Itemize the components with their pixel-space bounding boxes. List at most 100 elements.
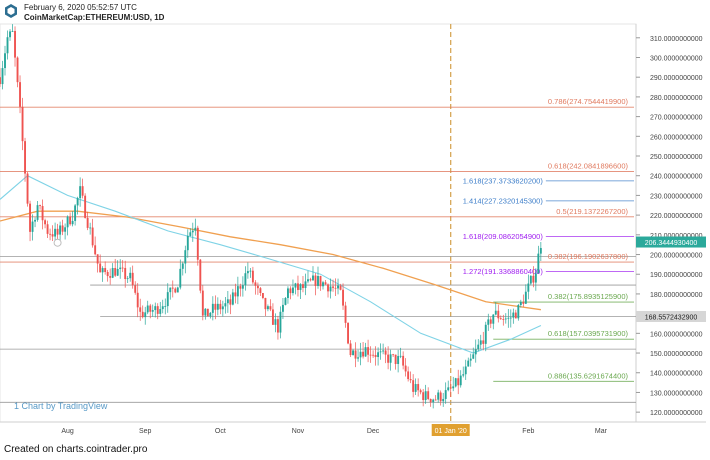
candle-body: [434, 399, 437, 401]
y-tick-label: 240.0000000000: [650, 174, 703, 181]
candle-body: [121, 267, 124, 269]
candle-body: [46, 224, 49, 234]
price-chart[interactable]: 120.0000000000 130.0000000000 140.00000000…: [0, 22, 710, 440]
candle-body: [176, 287, 179, 293]
candle-body: [317, 276, 319, 286]
candle-body: [502, 319, 505, 320]
marker-price-tag: [636, 310, 706, 322]
candle-body: [209, 312, 212, 317]
candle-body: [201, 290, 204, 316]
candle-body: [41, 206, 44, 221]
candle-body: [256, 285, 259, 289]
candle-body: [362, 351, 365, 357]
candle-body: [11, 30, 14, 32]
candle-body: [344, 305, 347, 323]
candle-body: [246, 271, 249, 274]
candle-body: [119, 267, 122, 270]
marker-price-label: 168.5572432900: [645, 314, 698, 321]
symbol-label: CoinMarketCap:ETHEREUM:USD, 1D: [24, 13, 165, 22]
candle: [89, 222, 92, 235]
candle: [407, 366, 410, 382]
candle: [199, 258, 202, 294]
candle: [522, 294, 525, 307]
candle: [84, 193, 87, 219]
candle-body: [287, 288, 289, 299]
fib-level-label: 0.382(196.1902637800): [548, 252, 629, 261]
candle-body: [389, 354, 392, 363]
candle-body: [309, 279, 312, 281]
candle-body: [251, 270, 254, 283]
candle: [537, 245, 540, 274]
candle: [312, 266, 314, 281]
candle: [384, 347, 387, 364]
candle-body: [109, 276, 112, 278]
candle-body: [74, 205, 77, 221]
candle-body: [319, 276, 322, 287]
candle: [387, 346, 390, 370]
candle: [382, 343, 385, 355]
candle-body: [407, 371, 410, 380]
candle: [121, 260, 124, 273]
candle: [69, 212, 72, 226]
candle-body: [359, 351, 362, 358]
candle: [447, 380, 450, 392]
candle-body: [264, 297, 267, 310]
candle-body: [191, 230, 194, 233]
candle-body: [194, 227, 197, 231]
candle-body: [437, 392, 440, 400]
candle-body: [487, 319, 490, 325]
candle-body: [372, 354, 375, 356]
candle-body: [517, 304, 520, 319]
candle: [251, 266, 254, 285]
candle: [329, 278, 332, 299]
candle-body: [111, 267, 114, 278]
candle: [457, 369, 460, 395]
candle: [442, 392, 445, 407]
candle: [16, 56, 19, 88]
fib-level-label: 0.618(157.0395731900): [548, 329, 629, 338]
candle-body: [322, 282, 324, 287]
candle: [219, 299, 222, 315]
candle-body: [144, 312, 147, 318]
y-tick-label: 130.0000000000: [650, 390, 703, 397]
candle-body: [457, 378, 460, 386]
candle: [279, 306, 282, 339]
candle: [504, 313, 507, 324]
candle: [467, 357, 470, 367]
candle-body: [474, 349, 477, 355]
candle-body: [464, 366, 467, 375]
candle-body: [324, 282, 327, 285]
candle: [392, 353, 395, 357]
candle-body: [146, 305, 149, 313]
candle: [116, 260, 119, 277]
candle: [512, 308, 515, 324]
candle: [6, 30, 9, 60]
candle: [294, 282, 297, 295]
candle-body: [484, 324, 487, 344]
candle: [144, 306, 147, 325]
last-price-tag: [636, 236, 706, 248]
candle: [11, 24, 14, 32]
candle: [454, 377, 457, 388]
candle: [389, 349, 392, 371]
candle: [169, 287, 172, 300]
candle-body: [76, 198, 79, 206]
candle-body: [4, 53, 6, 69]
candle-body: [254, 282, 257, 286]
candle: [487, 313, 490, 331]
candle-body: [414, 384, 417, 392]
fib-level-label: 0.5(219.1372267200): [556, 207, 628, 216]
x-tick-label: Aug: [61, 428, 74, 435]
candle-body: [479, 340, 482, 345]
candle-body: [276, 319, 279, 333]
candle-body: [524, 291, 527, 304]
moving-average-slow-line: [0, 210, 541, 311]
tradingview-watermark: 1 Chart by TradingView: [14, 401, 108, 411]
candle: [364, 342, 367, 357]
x-axis-highlight-badge: [431, 424, 470, 436]
candle: [191, 222, 194, 242]
candle-body: [221, 306, 224, 310]
candle: [44, 218, 47, 229]
candle-body: [6, 37, 9, 54]
candle-body: [334, 287, 337, 289]
